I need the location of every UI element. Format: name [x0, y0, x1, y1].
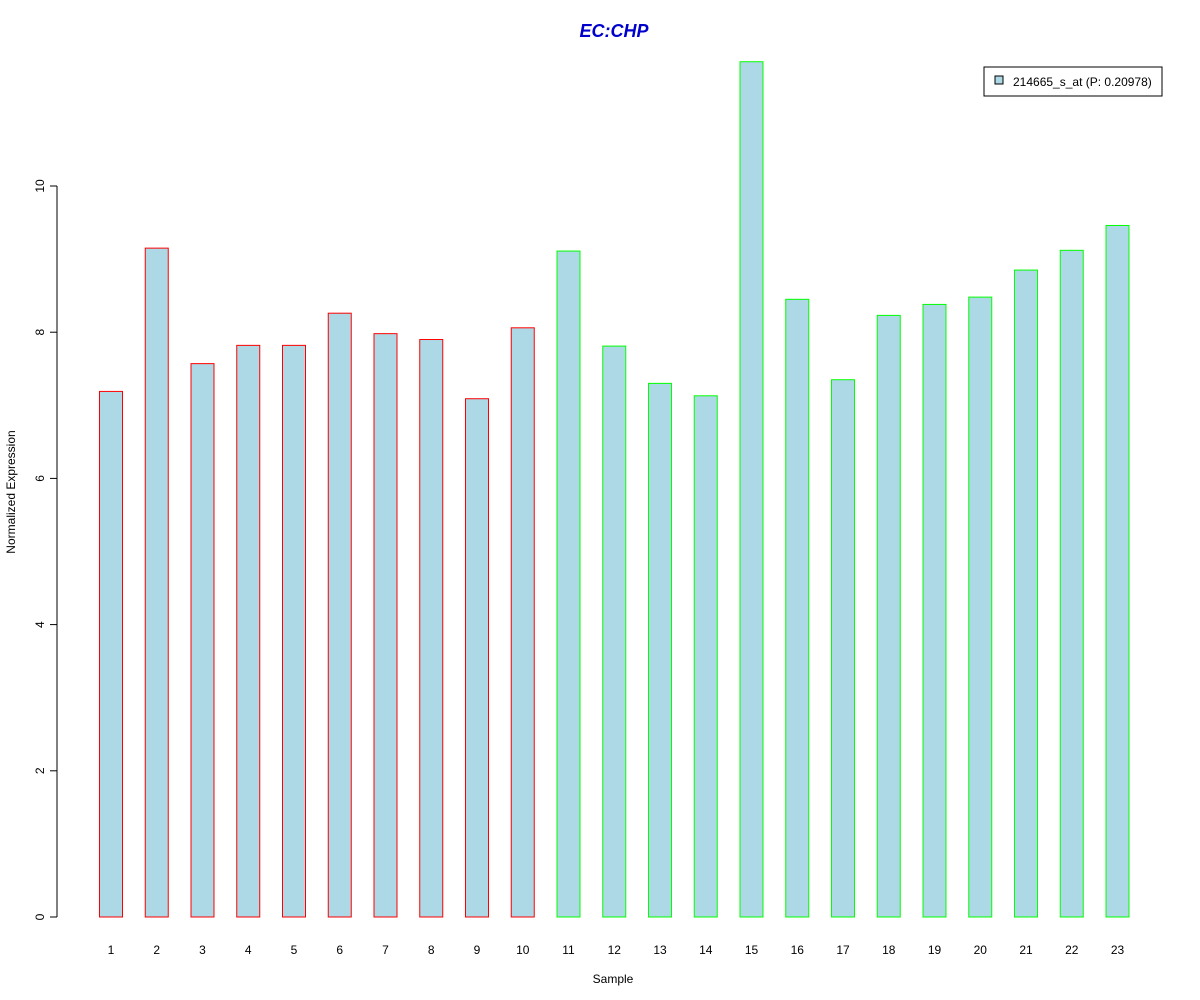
bars-group — [99, 61, 1130, 918]
legend-swatch — [994, 75, 1004, 85]
legend-label: 214665_s_at (P: 0.20978) — [1013, 75, 1152, 89]
x-tick-label: 18 — [882, 943, 896, 957]
x-tick-label: 1 — [108, 943, 115, 957]
bar-sample-18 — [876, 314, 901, 918]
legend-box — [983, 66, 1163, 97]
bar-sample-6 — [327, 312, 352, 918]
y-tick-label: 6 — [33, 475, 47, 482]
bar-sample-19 — [922, 303, 947, 918]
y-tick-label: 10 — [33, 179, 47, 193]
chart-title: EC:CHP — [579, 21, 649, 41]
x-tick-labels: 1 2 3 4 5 6 7 8 9 10 11 12 13 14 15 16 17 18 19 20 21 22 23 — [108, 943, 1125, 957]
bar-sample-16 — [785, 298, 810, 918]
bar-sample-12 — [602, 345, 627, 918]
bar-sample-23 — [1105, 224, 1130, 918]
x-axis-title: Sample — [593, 972, 634, 986]
y-axis: 0 2 4 6 8 10 — [33, 179, 58, 920]
y-tick-label: 2 — [33, 767, 47, 774]
bar-sample-11 — [556, 250, 581, 918]
x-tick-label: 14 — [699, 943, 713, 957]
x-tick-label: 19 — [928, 943, 942, 957]
x-tick-label: 12 — [608, 943, 622, 957]
bar-sample-2 — [144, 247, 169, 918]
bar-sample-7 — [373, 333, 398, 918]
x-tick-label: 11 — [562, 943, 575, 957]
bar-sample-17 — [831, 379, 855, 918]
bar-sample-9 — [465, 398, 489, 918]
x-tick-label: 5 — [291, 943, 298, 957]
x-tick-label: 2 — [153, 943, 160, 957]
bar-sample-20 — [968, 296, 993, 918]
bar-sample-8 — [419, 339, 444, 918]
bar-sample-15 — [739, 61, 764, 918]
bar-sample-21 — [1014, 269, 1038, 918]
x-tick-label: 16 — [791, 943, 805, 957]
bar-sample-4 — [236, 344, 261, 918]
x-tick-label: 22 — [1065, 943, 1079, 957]
bar-sample-1 — [99, 390, 123, 918]
x-tick-label: 8 — [428, 943, 435, 957]
x-tick-label: 23 — [1111, 943, 1125, 957]
bar-sample-13 — [648, 382, 672, 918]
x-tick-label: 21 — [1019, 943, 1033, 957]
y-tick-label: 8 — [33, 329, 47, 336]
bar-sample-5 — [282, 344, 306, 918]
legend: 214665_s_at (P: 0.20978) — [983, 66, 1163, 97]
x-tick-label: 15 — [745, 943, 759, 957]
bar-sample-22 — [1059, 249, 1084, 918]
x-tick-label: 13 — [653, 943, 667, 957]
y-axis-title: Normalized Expression — [4, 430, 18, 553]
x-tick-label: 9 — [474, 943, 481, 957]
x-tick-label: 7 — [382, 943, 389, 957]
x-tick-label: 17 — [836, 943, 850, 957]
y-tick-label: 0 — [33, 913, 47, 920]
x-tick-label: 6 — [336, 943, 343, 957]
bar-sample-3 — [190, 363, 215, 918]
x-tick-label: 4 — [245, 943, 252, 957]
bar-sample-14 — [693, 395, 718, 918]
bar-sample-10 — [510, 327, 535, 918]
x-tick-label: 3 — [199, 943, 206, 957]
x-tick-label: 10 — [516, 943, 530, 957]
x-tick-label: 20 — [974, 943, 988, 957]
y-tick-label: 4 — [33, 621, 47, 628]
